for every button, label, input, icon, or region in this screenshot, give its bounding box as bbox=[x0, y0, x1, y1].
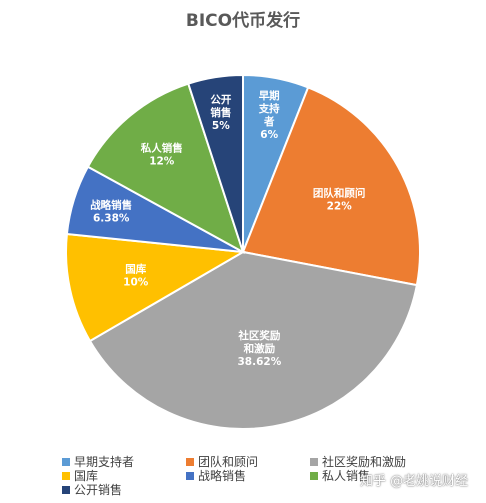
slice-value-label: 5% bbox=[212, 120, 230, 132]
legend-swatch bbox=[62, 471, 70, 480]
legend-label: 私人销售 bbox=[322, 469, 371, 483]
legend-label: 团队和顾问 bbox=[198, 455, 259, 469]
legend-item: 国库 bbox=[62, 467, 98, 484]
legend-label: 早期支持者 bbox=[74, 455, 135, 469]
pie-slice bbox=[65, 232, 247, 343]
slice-name-label: 私人销售 bbox=[140, 141, 183, 154]
slice-value-label: 10% bbox=[123, 277, 149, 289]
slice-name-label: 社区奖励 bbox=[237, 329, 280, 342]
slice-value-label: 12% bbox=[149, 155, 175, 167]
legend-swatch bbox=[186, 457, 194, 466]
slice-name-label: 者 bbox=[263, 115, 275, 128]
legend-label: 公开销售 bbox=[74, 483, 123, 497]
slice-name-label: 早期 bbox=[259, 89, 280, 102]
legend-item: 早期支持者 bbox=[62, 453, 134, 470]
legend-item: 私人销售 bbox=[310, 467, 370, 484]
legend-label: 战略销售 bbox=[198, 469, 247, 483]
watermark: 知乎 @老姚说财经 bbox=[360, 474, 469, 489]
slice-name-label: 和激励 bbox=[243, 342, 276, 355]
pie-slice bbox=[86, 82, 245, 255]
slice-name-label: 支持 bbox=[258, 102, 280, 115]
legend-swatch bbox=[62, 457, 70, 466]
legend-item: 社区奖励和激励 bbox=[310, 453, 406, 470]
legend-item: 团队和顾问 bbox=[186, 453, 258, 470]
chart-title: BICO代币发行 bbox=[185, 11, 301, 31]
slice-name-label: 公开 bbox=[210, 94, 231, 106]
slice-name-label: 国库 bbox=[125, 263, 146, 276]
pie-slice bbox=[88, 250, 419, 430]
slice-value-label: 22% bbox=[327, 201, 353, 213]
slice-value-label: 38.62% bbox=[238, 356, 282, 368]
slice-name-label: 战略销售 bbox=[90, 198, 132, 211]
pie-slice bbox=[241, 86, 421, 287]
legend-swatch bbox=[310, 457, 318, 466]
slice-value-label: 6% bbox=[260, 129, 278, 141]
legend-label: 社区奖励和激励 bbox=[322, 455, 407, 469]
slice-name-label: 销售 bbox=[210, 106, 231, 119]
slice-name-label: 团队和顾问 bbox=[313, 187, 366, 200]
legend-swatch bbox=[186, 471, 194, 480]
legend-swatch bbox=[310, 471, 318, 480]
legend-label: 国库 bbox=[74, 469, 99, 483]
legend-item: 战略销售 bbox=[186, 467, 246, 484]
legend-swatch bbox=[62, 485, 70, 494]
slice-value-label: 6.38% bbox=[93, 212, 130, 224]
legend-item: 公开销售 bbox=[62, 481, 122, 498]
pie-slice bbox=[187, 73, 244, 253]
